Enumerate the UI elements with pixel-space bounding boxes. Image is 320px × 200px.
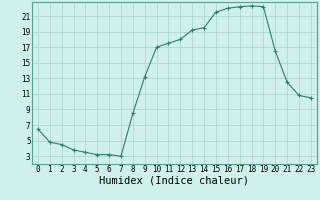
X-axis label: Humidex (Indice chaleur): Humidex (Indice chaleur) (100, 176, 249, 186)
